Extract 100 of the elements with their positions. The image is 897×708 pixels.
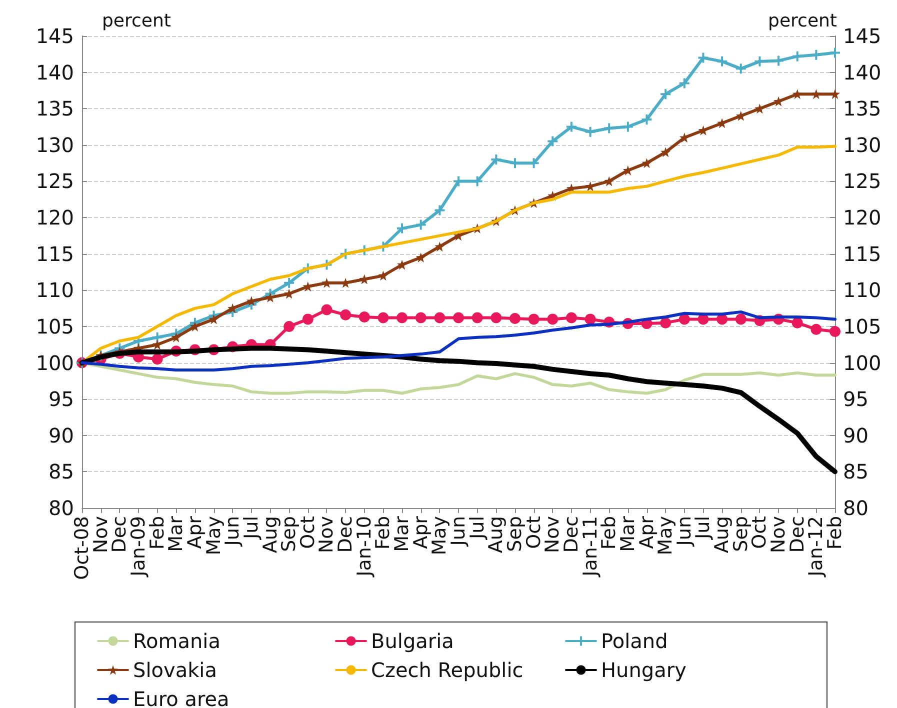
point [735, 314, 746, 325]
y2-tick-label: 125 [843, 169, 882, 194]
point [585, 126, 596, 137]
y-tick-label: 85 [48, 460, 74, 484]
point [811, 50, 822, 60]
y-tick-label: 130 [36, 132, 74, 157]
point [792, 317, 803, 328]
y2-tick-label: 90 [843, 423, 868, 448]
y2-tick-label: 135 [843, 96, 882, 121]
point [208, 314, 219, 324]
point [642, 114, 652, 125]
y2-tick-label: 110 [843, 278, 882, 302]
point [528, 314, 540, 325]
point [679, 132, 690, 143]
point [171, 332, 182, 342]
y-tick-label: 140 [36, 60, 74, 84]
x-tick-label: Jul [466, 516, 488, 540]
point [284, 320, 295, 332]
point [397, 260, 408, 270]
point [378, 312, 389, 324]
point [660, 317, 672, 328]
y-tick-label: 125 [36, 169, 74, 194]
point [717, 56, 728, 66]
point [453, 312, 464, 324]
legend-label: Hungary [601, 658, 687, 682]
point [378, 270, 388, 281]
point [830, 48, 840, 58]
point [660, 147, 671, 158]
y2-tick-label: 130 [843, 132, 882, 157]
point [811, 89, 822, 100]
point [547, 314, 558, 325]
y2-tick-label: 100 [843, 350, 882, 375]
x-tick-label: Jul [240, 516, 262, 540]
point [509, 312, 520, 324]
point [434, 312, 446, 324]
point [415, 312, 426, 324]
point [152, 340, 162, 350]
y2-axis-title: percent [768, 10, 837, 32]
point [434, 242, 445, 252]
point [490, 312, 502, 324]
y-tick-label: 115 [36, 242, 74, 266]
legend-label: Poland [601, 629, 668, 653]
y-tick-label: 100 [36, 350, 74, 375]
legend-label: Czech Republic [371, 658, 524, 682]
point [416, 252, 426, 262]
point [736, 64, 746, 74]
y-tick-label: 90 [48, 423, 74, 448]
point [622, 122, 633, 132]
point [396, 312, 408, 324]
y2-tick-label: 120 [843, 206, 882, 230]
point [698, 52, 708, 63]
y-tick-label: 135 [36, 96, 74, 121]
point [416, 220, 426, 230]
point [792, 89, 802, 100]
point [548, 136, 558, 146]
point [830, 89, 840, 100]
y-axis-title: percent [102, 10, 171, 32]
y2-tick-label: 80 [843, 496, 868, 520]
point [566, 122, 576, 132]
y-tick-label: 120 [36, 206, 74, 230]
point [830, 326, 840, 338]
point [754, 104, 765, 114]
point [491, 154, 502, 164]
point [678, 314, 690, 325]
legend-label: Bulgaria [371, 629, 454, 653]
x-tick-label: Jul [692, 516, 714, 540]
point [642, 158, 652, 168]
point [340, 309, 352, 320]
y2-tick-label: 115 [843, 242, 882, 266]
point [679, 78, 690, 88]
point [604, 176, 614, 186]
point [566, 312, 577, 324]
legend-label: Euro area [133, 687, 230, 708]
y-tick-label: 105 [36, 314, 74, 338]
y2-tick-label: 105 [843, 314, 882, 338]
point [284, 278, 294, 288]
point [397, 223, 408, 234]
legend-label: Romania [133, 629, 220, 653]
point [190, 321, 200, 332]
point [358, 312, 370, 323]
y2-tick-label: 140 [843, 60, 882, 84]
y2-tick-label: 145 [843, 24, 882, 48]
point [810, 324, 822, 335]
y-tick-label: 145 [36, 24, 74, 48]
point [604, 123, 614, 134]
y-tick-label: 110 [36, 278, 74, 302]
point [321, 304, 332, 316]
point [584, 314, 596, 325]
point [302, 314, 314, 325]
point [434, 205, 445, 216]
y2-tick-label: 95 [843, 387, 868, 412]
point [472, 312, 483, 324]
point [660, 89, 671, 100]
y-tick-label: 80 [48, 496, 74, 520]
point [622, 165, 633, 176]
point [152, 354, 163, 365]
y2-tick-label: 85 [843, 460, 868, 484]
legend-label: Slovakia [133, 658, 217, 682]
y-tick-label: 95 [48, 387, 74, 412]
point [152, 332, 162, 342]
